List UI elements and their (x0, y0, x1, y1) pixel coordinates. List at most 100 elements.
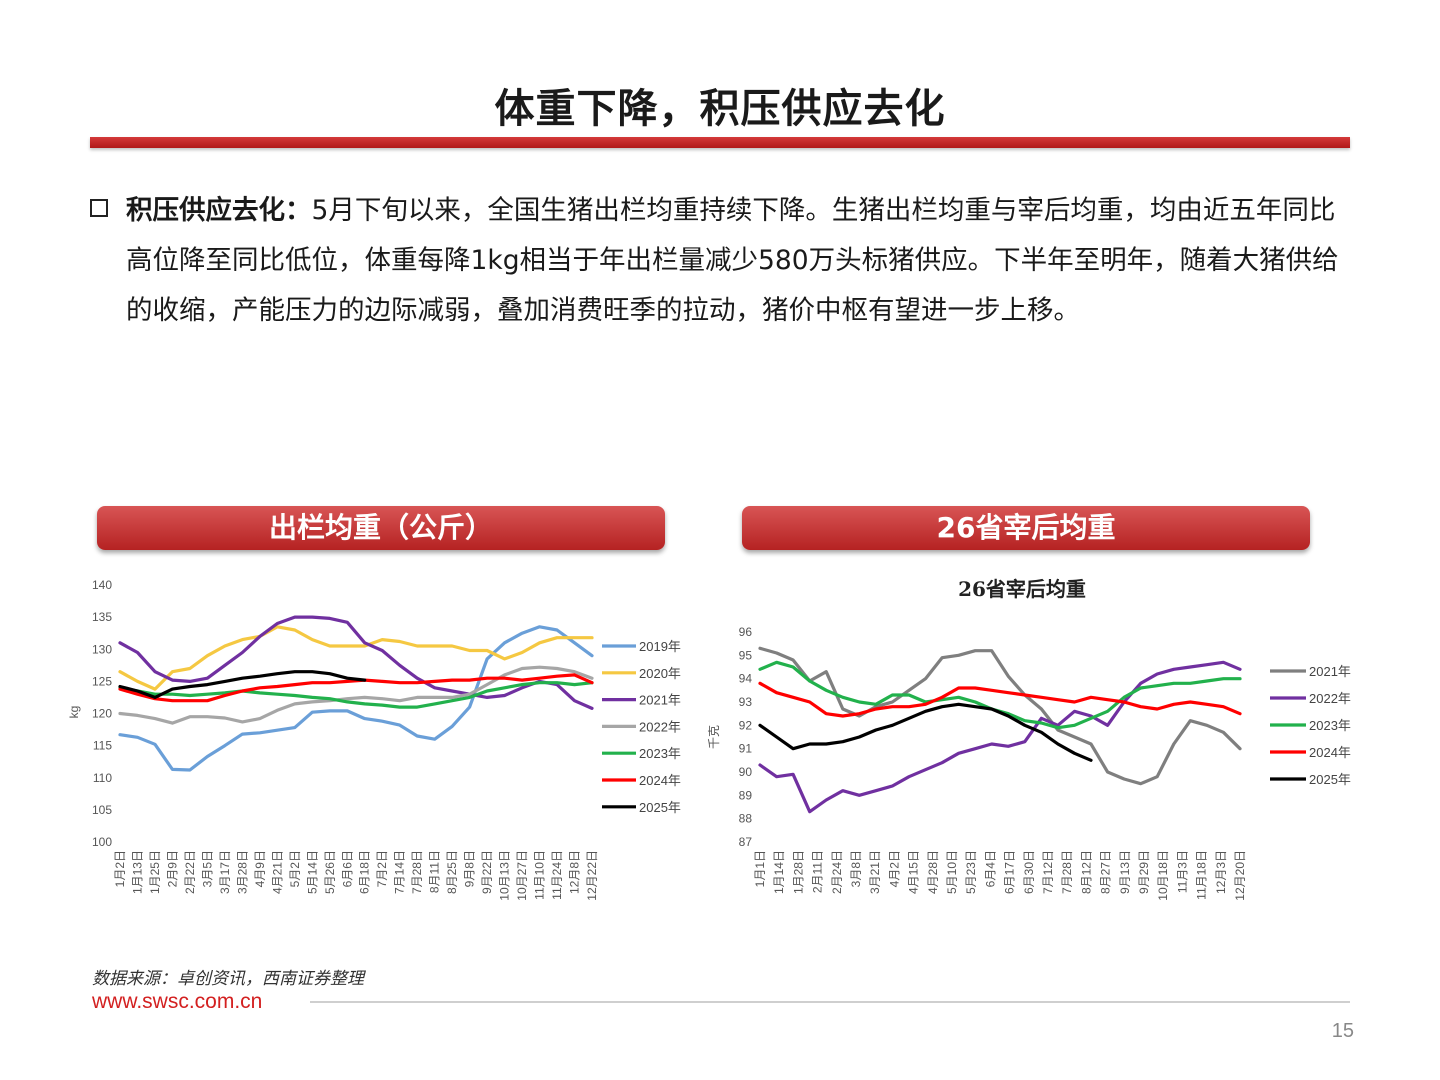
x-tick-label: 8月12日 (1079, 850, 1093, 894)
title-divider (90, 137, 1350, 148)
x-tick-label: 11月18日 (1195, 850, 1209, 900)
legend-label: 2024年 (1309, 745, 1351, 760)
x-tick-label: 2月9日 (165, 850, 179, 887)
x-tick-label: 11月10日 (533, 850, 547, 900)
y-tick-label: 140 (92, 578, 112, 592)
x-tick-label: 12月3日 (1214, 850, 1228, 894)
x-tick-label: 5月26日 (323, 850, 337, 894)
y-tick-label: 120 (92, 707, 112, 721)
x-tick-label: 4月9日 (253, 850, 267, 887)
chart-carcass-weight: 87 88 89 90 91 92 93 94 95 96 千克 26省宰后均重 1月1日 1月14日 1月… (707, 577, 1351, 901)
legend-label: 2024年 (639, 773, 681, 788)
x-tick-label: 3月21日 (868, 850, 882, 894)
y-tick-label: 130 (92, 642, 112, 656)
y-tick-label: 87 (739, 835, 753, 849)
series-line-2025年 (118, 670, 367, 699)
x-tick-label: 6月18日 (358, 850, 372, 894)
x-tick-label: 4月2日 (887, 850, 901, 887)
legend-label: 2022年 (639, 719, 681, 734)
legend-label: 2022年 (1309, 691, 1351, 706)
x-tick-label: 7月14日 (393, 850, 407, 894)
x-tick-label: 1月14日 (772, 850, 786, 894)
legend-label: 2021年 (639, 693, 681, 708)
x-tick-label: 8月27日 (1099, 850, 1113, 894)
y-tick-label: 95 (739, 648, 753, 662)
x-tick-label: 1月25日 (148, 850, 162, 894)
x-tick-label: 5月10日 (945, 850, 959, 894)
x-tick-label: 11月24日 (550, 850, 564, 900)
bullet-paragraph: 积压供应去化：5月下旬以来，全国生猪出栏均重持续下降。生猪出栏均重与宰后均重，均… (90, 186, 1360, 336)
y-axis-label: kg (67, 706, 81, 719)
y-tick-label: 105 (92, 803, 112, 817)
legend-label: 2025年 (639, 800, 681, 815)
y-tick-label: 92 (739, 718, 753, 732)
y-tick-label: 125 (92, 674, 112, 688)
x-tick-label: 4月28日 (926, 850, 940, 894)
series-line-2021年 (758, 646, 1242, 786)
x-tick-label: 6月17日 (1003, 850, 1017, 894)
y-tick-label: 100 (92, 835, 112, 849)
x-tick-label: 5月14日 (305, 850, 319, 894)
x-tick-label: 11月3日 (1175, 850, 1189, 893)
series-line-2024年 (758, 681, 1242, 718)
y-tick-label: 88 (739, 812, 753, 826)
y-tick-label: 91 (739, 742, 753, 756)
chart-title: 26省宰后均重 (958, 577, 1086, 601)
series-line-2019年 (118, 625, 594, 772)
x-tick-label: 7月12日 (1041, 850, 1055, 894)
x-tick-label: 2月11日 (811, 850, 825, 893)
x-tick-label: 9月29日 (1137, 850, 1151, 894)
series-line-2025年 (758, 702, 1093, 762)
x-tick-label: 6月6日 (340, 850, 354, 887)
x-tick-label: 4月15日 (907, 850, 921, 894)
legend-label: 2019年 (639, 639, 681, 654)
right-chart-banner: 26省宰后均重 (742, 506, 1310, 550)
x-tick-label: 5月23日 (964, 850, 978, 894)
bullet-head: 积压供应去化： (126, 195, 312, 226)
x-tick-label: 12月20日 (1233, 850, 1247, 901)
series-line-2020年 (118, 625, 594, 691)
left-chart-banner: 出栏均重（公斤） (97, 506, 665, 550)
x-tick-label: 12月8日 (568, 850, 582, 894)
x-tick-label: 10月18日 (1156, 850, 1170, 901)
slide-title: 体重下降，积压供应去化 (494, 86, 946, 132)
series-line-2022年 (118, 665, 594, 725)
x-tick-label: 3月17日 (218, 850, 232, 894)
y-tick-label: 115 (93, 739, 112, 753)
x-tick-label: 7月28日 (1060, 850, 1074, 894)
legend-label: 2021年 (1309, 664, 1351, 679)
x-tick-label: 1月2日 (113, 850, 127, 887)
x-tick-label: 9月22日 (480, 850, 494, 894)
legend-label: 2025年 (1309, 772, 1351, 787)
chart-slaughter-weight: 100 105 110 115 120 125 130 135 140 kg 1月2日 1月13日 1月… (67, 578, 681, 901)
y-tick-label: 89 (739, 788, 753, 802)
series-line-2022年 (758, 660, 1242, 814)
x-tick-label: 10月27日 (515, 850, 529, 901)
x-tick-label: 10月13日 (498, 850, 512, 901)
x-tick-label: 8月11日 (428, 850, 442, 893)
x-tick-label: 2月24日 (830, 850, 844, 894)
series-line-2021年 (118, 615, 594, 710)
y-tick-label: 93 (739, 695, 753, 709)
y-tick-label: 135 (92, 610, 112, 624)
y-tick-label: 110 (93, 771, 112, 785)
y-tick-label: 94 (739, 672, 753, 686)
bullet-body: 5月下旬以来，全国生猪出栏均重持续下降。生猪出栏均重与宰后均重，均由近五年同比高… (126, 195, 1339, 326)
y-axis-label: 千克 (707, 725, 721, 749)
legend-label: 2020年 (639, 666, 681, 681)
x-tick-label: 1月1日 (753, 850, 767, 887)
x-tick-label: 2月22日 (183, 850, 197, 894)
x-tick-label: 3月5日 (200, 850, 214, 887)
website-link[interactable]: www.swsc.com.cn (92, 990, 263, 1013)
x-tick-label: 6月30日 (1022, 850, 1036, 894)
y-tick-label: 96 (739, 625, 753, 639)
x-tick-label: 7月28日 (410, 850, 424, 894)
x-tick-label: 3月8日 (849, 850, 863, 887)
footer-divider (310, 1001, 1350, 1003)
x-tick-label: 9月13日 (1118, 850, 1132, 894)
legend-label: 2023年 (639, 746, 681, 761)
x-tick-label: 3月28日 (235, 850, 249, 894)
x-tick-label: 6月4日 (983, 850, 997, 887)
x-tick-label: 12月22日 (585, 850, 599, 901)
x-tick-label: 9月8日 (463, 850, 477, 887)
